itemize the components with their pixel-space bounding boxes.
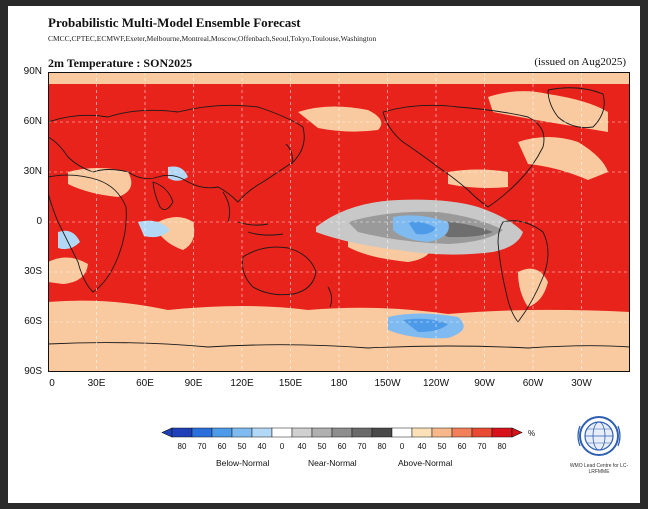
lon-label: 30W <box>571 378 592 389</box>
legend-swatch <box>251 427 273 438</box>
lat-label: 60N <box>23 116 42 127</box>
legend-swatch <box>331 427 353 438</box>
new-zealand-coast <box>327 286 333 308</box>
legend-swatch <box>311 427 333 438</box>
lon-label: 120E <box>230 378 254 389</box>
legend-value: 80 <box>498 442 507 451</box>
legend-category-below: Below-Normal <box>216 458 270 468</box>
lat-label: 0 <box>36 216 42 227</box>
lat-label: 30N <box>23 166 42 177</box>
legend-value: 60 <box>218 442 227 451</box>
lon-label: 180 <box>330 378 348 389</box>
legend-swatch <box>191 427 213 438</box>
lat-label: 30S <box>24 266 42 277</box>
lon-label: 150W <box>374 378 401 389</box>
lon-label: 90E <box>184 378 203 389</box>
eurasia-coast <box>48 104 305 203</box>
antarctica-coast <box>48 342 630 349</box>
land-masses <box>48 87 630 349</box>
india-coast <box>152 181 174 211</box>
legend-arrow-high <box>511 427 523 438</box>
legend-swatch <box>171 427 193 438</box>
legend-swatch <box>411 427 433 438</box>
legend-value: 60 <box>338 442 347 451</box>
legend-swatch <box>391 427 413 438</box>
lat-label: 60S <box>24 316 42 327</box>
legend-value: 50 <box>238 442 247 451</box>
japan-coast <box>285 143 293 165</box>
lat-label: 90N <box>23 66 42 77</box>
issue-date: (issued on Aug2025) <box>534 56 626 68</box>
lon-label: 30E <box>87 378 106 389</box>
legend-value: 60 <box>458 442 467 451</box>
legend-swatch <box>431 427 453 438</box>
graticule <box>48 72 630 372</box>
se-asia-coast <box>222 191 284 236</box>
forecast-map <box>48 72 630 372</box>
legend-arrow-low <box>161 427 173 438</box>
lon-label: 60W <box>522 378 544 389</box>
greenland-coast <box>547 87 605 128</box>
contributing-centers: CMCC,CPTEC,ECMWF,Exeter,Melbourne,Montre… <box>48 34 377 43</box>
australia-coast <box>242 246 317 296</box>
legend-value: 70 <box>198 442 207 451</box>
legend-swatch <box>371 427 393 438</box>
legend-category-above: Above-Normal <box>398 458 453 468</box>
legend-value: 50 <box>318 442 327 451</box>
map-border <box>48 72 630 372</box>
map-subtitle: 2m Temperature : SON2025 <box>48 56 193 70</box>
legend-swatch <box>471 427 493 438</box>
wmo-globe-icon <box>577 416 621 456</box>
legend-value: 50 <box>438 442 447 451</box>
wmo-logo-caption: WMO Lead Centre for LC-LRFMME <box>569 463 629 475</box>
lon-label: 90W <box>474 378 495 389</box>
legend-value: 80 <box>378 442 387 451</box>
wmo-logo: WMO Lead Centre for LC-LRFMME <box>568 414 630 475</box>
legend-value: 40 <box>258 442 267 451</box>
africa-coast <box>48 174 127 293</box>
legend-value: 0 <box>280 442 285 451</box>
lat-label: 90S <box>24 366 42 377</box>
legend-swatch <box>491 427 513 438</box>
legend-swatch <box>351 427 373 438</box>
legend-category-near: Near-Normal <box>308 458 357 468</box>
legend-value: 80 <box>178 442 187 451</box>
lon-label: 0 <box>49 378 55 389</box>
legend-unit: % <box>528 429 535 438</box>
legend-swatch <box>291 427 313 438</box>
legend-value: 70 <box>358 442 367 451</box>
legend-swatch <box>271 427 293 438</box>
legend-colorbar: 80 70 60 50 40 0 40 50 60 70 80 0 40 50 60 70 80% <box>161 427 535 451</box>
legend-value: 40 <box>298 442 307 451</box>
legend-swatch <box>211 427 233 438</box>
legend-value: 40 <box>418 442 427 451</box>
legend-swatch <box>451 427 473 438</box>
lon-label: 120W <box>422 378 450 389</box>
legend-value: 0 <box>400 442 405 451</box>
figure-frame: Probabilistic Multi-Model Ensemble Forec… <box>8 6 640 503</box>
legend-swatch <box>231 427 253 438</box>
lon-label: 150E <box>278 378 303 389</box>
north-america-coast <box>382 104 545 208</box>
lon-label: 60E <box>136 378 154 389</box>
legend-value: 70 <box>478 442 487 451</box>
figure-title: Probabilistic Multi-Model Ensemble Forec… <box>48 15 301 30</box>
